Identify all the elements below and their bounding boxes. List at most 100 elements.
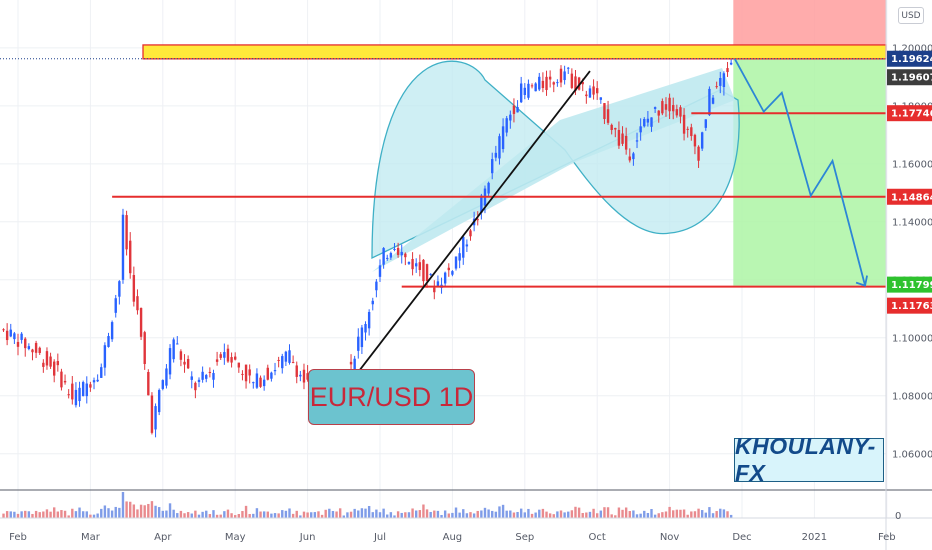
candle-body-175	[635, 140, 639, 142]
volume-bar-185	[672, 510, 675, 518]
candle-body-114	[415, 263, 418, 267]
candle-body-0	[2, 329, 5, 331]
candle-body-46	[168, 348, 172, 375]
volume-bar-52	[190, 513, 193, 518]
candle-body-35	[129, 240, 132, 274]
candle-body-196	[711, 97, 715, 104]
volume-bar-64	[234, 515, 237, 518]
candle-body-146	[530, 85, 534, 87]
candle-body-112	[407, 261, 411, 264]
volume-bar-142	[516, 511, 519, 518]
brand-watermark: KHOULANY-FX	[734, 433, 884, 486]
candle-body-52	[190, 376, 193, 380]
volume-pane	[0, 489, 932, 519]
candle-body-10	[38, 347, 41, 354]
candle-body-131	[476, 219, 479, 221]
volume-bar-14	[53, 507, 56, 518]
volume-bar-135	[491, 510, 494, 518]
volume-bar-7	[27, 511, 31, 518]
candle-body-188	[682, 114, 686, 134]
volume-bar-88	[320, 514, 324, 518]
price-tag-text-0: 1.19624	[891, 54, 932, 65]
candle-body-75	[273, 370, 277, 372]
candle-body-125	[454, 256, 458, 269]
candle-body-158	[574, 76, 577, 91]
volume-bar-98	[357, 510, 360, 518]
volume-bar-182	[661, 512, 664, 518]
candle-body-40	[147, 371, 150, 396]
candle-body-153	[556, 82, 559, 84]
volume-bar-195	[708, 507, 711, 518]
currency-label: USD	[901, 10, 921, 21]
volume-bar-58	[212, 510, 215, 518]
volume-bar-86	[313, 512, 317, 518]
volume-bar-106	[386, 514, 389, 518]
candle-body-186	[675, 109, 679, 116]
volume-bar-168	[610, 514, 613, 518]
candle-body-19	[71, 383, 74, 400]
volume-bar-109	[396, 511, 400, 518]
candle-body-140	[509, 114, 512, 121]
volume-bar-60	[219, 514, 222, 518]
price-tags: 1.19624 1.19607 1.17746 1.14864 1.11799 1.117…	[887, 50, 932, 314]
volume-bar-147	[534, 512, 537, 518]
candle-body-182	[661, 101, 664, 114]
candle-body-164	[596, 88, 599, 94]
volume-bar-154	[559, 510, 563, 518]
candle-body-102	[371, 300, 374, 305]
candle-body-29	[107, 336, 110, 347]
time-axis[interactable]: Feb Mar Apr May Jun Jul Aug Sep Oct Nov Dec 2021 Feb	[9, 532, 896, 543]
volume-bar-137	[498, 506, 501, 518]
candle-body-47	[172, 339, 175, 360]
candle-body-66	[241, 373, 244, 375]
volume-bar-39	[143, 505, 146, 518]
candle-body-155	[563, 71, 566, 81]
candle-body-195	[708, 88, 711, 116]
candle-body-76	[277, 359, 280, 361]
candle-body-147	[534, 83, 537, 92]
candle-body-23	[85, 383, 88, 397]
candle-body-59	[215, 359, 219, 362]
volume-bar-43	[157, 507, 161, 518]
candle-body-78	[284, 351, 288, 362]
candle-body-4	[16, 341, 20, 347]
candle-body-152	[552, 82, 555, 85]
volume-bar-177	[643, 510, 646, 518]
candle-body-126	[458, 253, 461, 261]
candle-body-110	[400, 251, 403, 256]
candle-body-103	[375, 281, 378, 291]
volume-bar-192	[697, 508, 700, 518]
time-tick-0: Feb	[9, 532, 27, 543]
candle-body-120	[436, 281, 440, 287]
volume-bar-28	[103, 505, 107, 518]
volume-bar-73	[266, 511, 269, 518]
candle-body-118	[429, 273, 432, 275]
candle-body-117	[425, 264, 429, 281]
volume-bar-94	[342, 515, 345, 518]
volume-bar-20	[74, 511, 78, 518]
chart-title-text: EUR/USD 1D	[309, 381, 474, 412]
candle-body-184	[668, 97, 671, 112]
currency-button[interactable]: USD	[898, 7, 924, 24]
volume-bar-118	[429, 511, 432, 518]
candle-body-58	[212, 373, 215, 380]
price-tag-text-3: 1.14864	[891, 192, 932, 203]
volume-bar-42	[154, 505, 157, 518]
candle-body-108	[393, 248, 396, 250]
volume-bar-120	[436, 510, 440, 518]
volume-bar-178	[646, 512, 650, 518]
volume-bar-197	[715, 511, 718, 518]
candle-body-15	[56, 361, 60, 366]
resistance-zone	[142, 44, 887, 60]
volume-bar-150	[545, 511, 548, 518]
volume-bar-149	[541, 508, 545, 518]
volume-bar-193	[700, 510, 704, 518]
volume-bar-158	[574, 506, 577, 518]
candle-body-26	[96, 379, 99, 382]
volume-bar-189	[686, 514, 689, 518]
volume-bar-54	[197, 514, 201, 518]
volume-bar-143	[519, 508, 523, 518]
candle-body-60	[219, 354, 222, 358]
volume-bar-66	[241, 511, 244, 518]
